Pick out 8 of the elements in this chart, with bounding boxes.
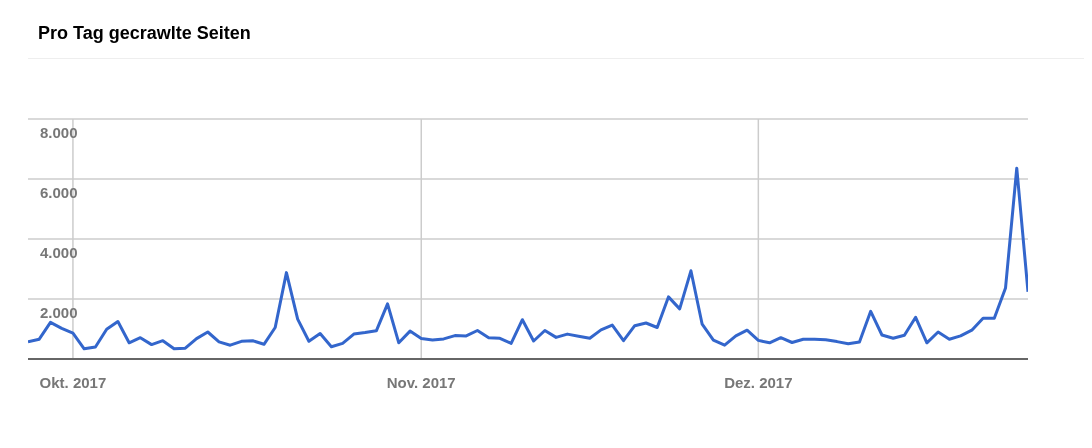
y-tick-label: 8.000 — [40, 123, 78, 141]
y-tick-label: 6.000 — [40, 183, 78, 201]
y-tick-label: 4.000 — [40, 243, 78, 261]
x-tick-label: Nov. 2017 — [386, 373, 456, 391]
x-tick-label: Okt. 2017 — [39, 373, 107, 391]
x-tick-label: Dez. 2017 — [724, 373, 793, 391]
y-tick-label: 2.000 — [40, 303, 78, 321]
chart-title: Pro Tag gecrawlte Seiten — [28, 8, 1084, 59]
